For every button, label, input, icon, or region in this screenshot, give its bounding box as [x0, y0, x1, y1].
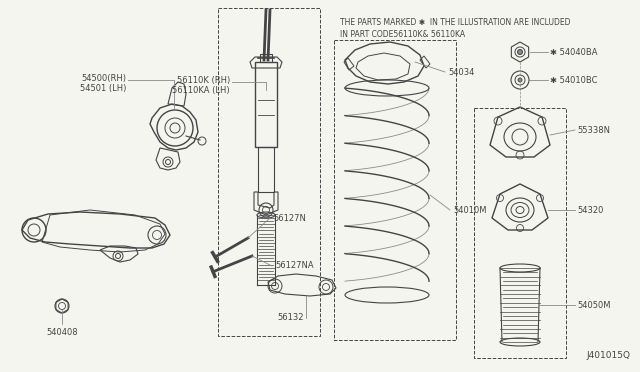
Text: 56110KA (LH): 56110KA (LH) [172, 86, 230, 94]
Bar [474, 108, 566, 358]
Text: ✱ 54010BC: ✱ 54010BC [550, 76, 598, 84]
Text: 540408: 540408 [46, 328, 78, 337]
Bar [218, 8, 320, 336]
Bar [258, 147, 274, 192]
Text: 55338N: 55338N [577, 125, 610, 135]
Circle shape [518, 78, 522, 82]
Text: 54501 (LH): 54501 (LH) [79, 83, 126, 93]
Text: ✱ 54040BA: ✱ 54040BA [550, 48, 598, 57]
Text: IN PART CODE56110K& 56110KA: IN PART CODE56110K& 56110KA [340, 30, 465, 39]
Bar [334, 40, 456, 340]
Text: 56127NA: 56127NA [275, 262, 314, 270]
Text: J401015Q: J401015Q [586, 351, 630, 360]
Bar [260, 54, 272, 62]
Text: 56132: 56132 [278, 314, 304, 323]
Text: 56110K (RH): 56110K (RH) [177, 76, 230, 84]
Text: 56127N: 56127N [273, 214, 306, 222]
Text: THE PARTS MARKED ✱  IN THE ILLUSTRATION ARE INCLUDED: THE PARTS MARKED ✱ IN THE ILLUSTRATION A… [340, 18, 570, 27]
Text: 54320: 54320 [577, 205, 604, 215]
Bar [255, 62, 277, 147]
Text: 54050M: 54050M [577, 301, 611, 310]
Circle shape [518, 49, 522, 55]
Text: 54500(RH): 54500(RH) [81, 74, 126, 83]
Text: 54034: 54034 [448, 67, 474, 77]
Text: 54010M: 54010M [453, 205, 486, 215]
